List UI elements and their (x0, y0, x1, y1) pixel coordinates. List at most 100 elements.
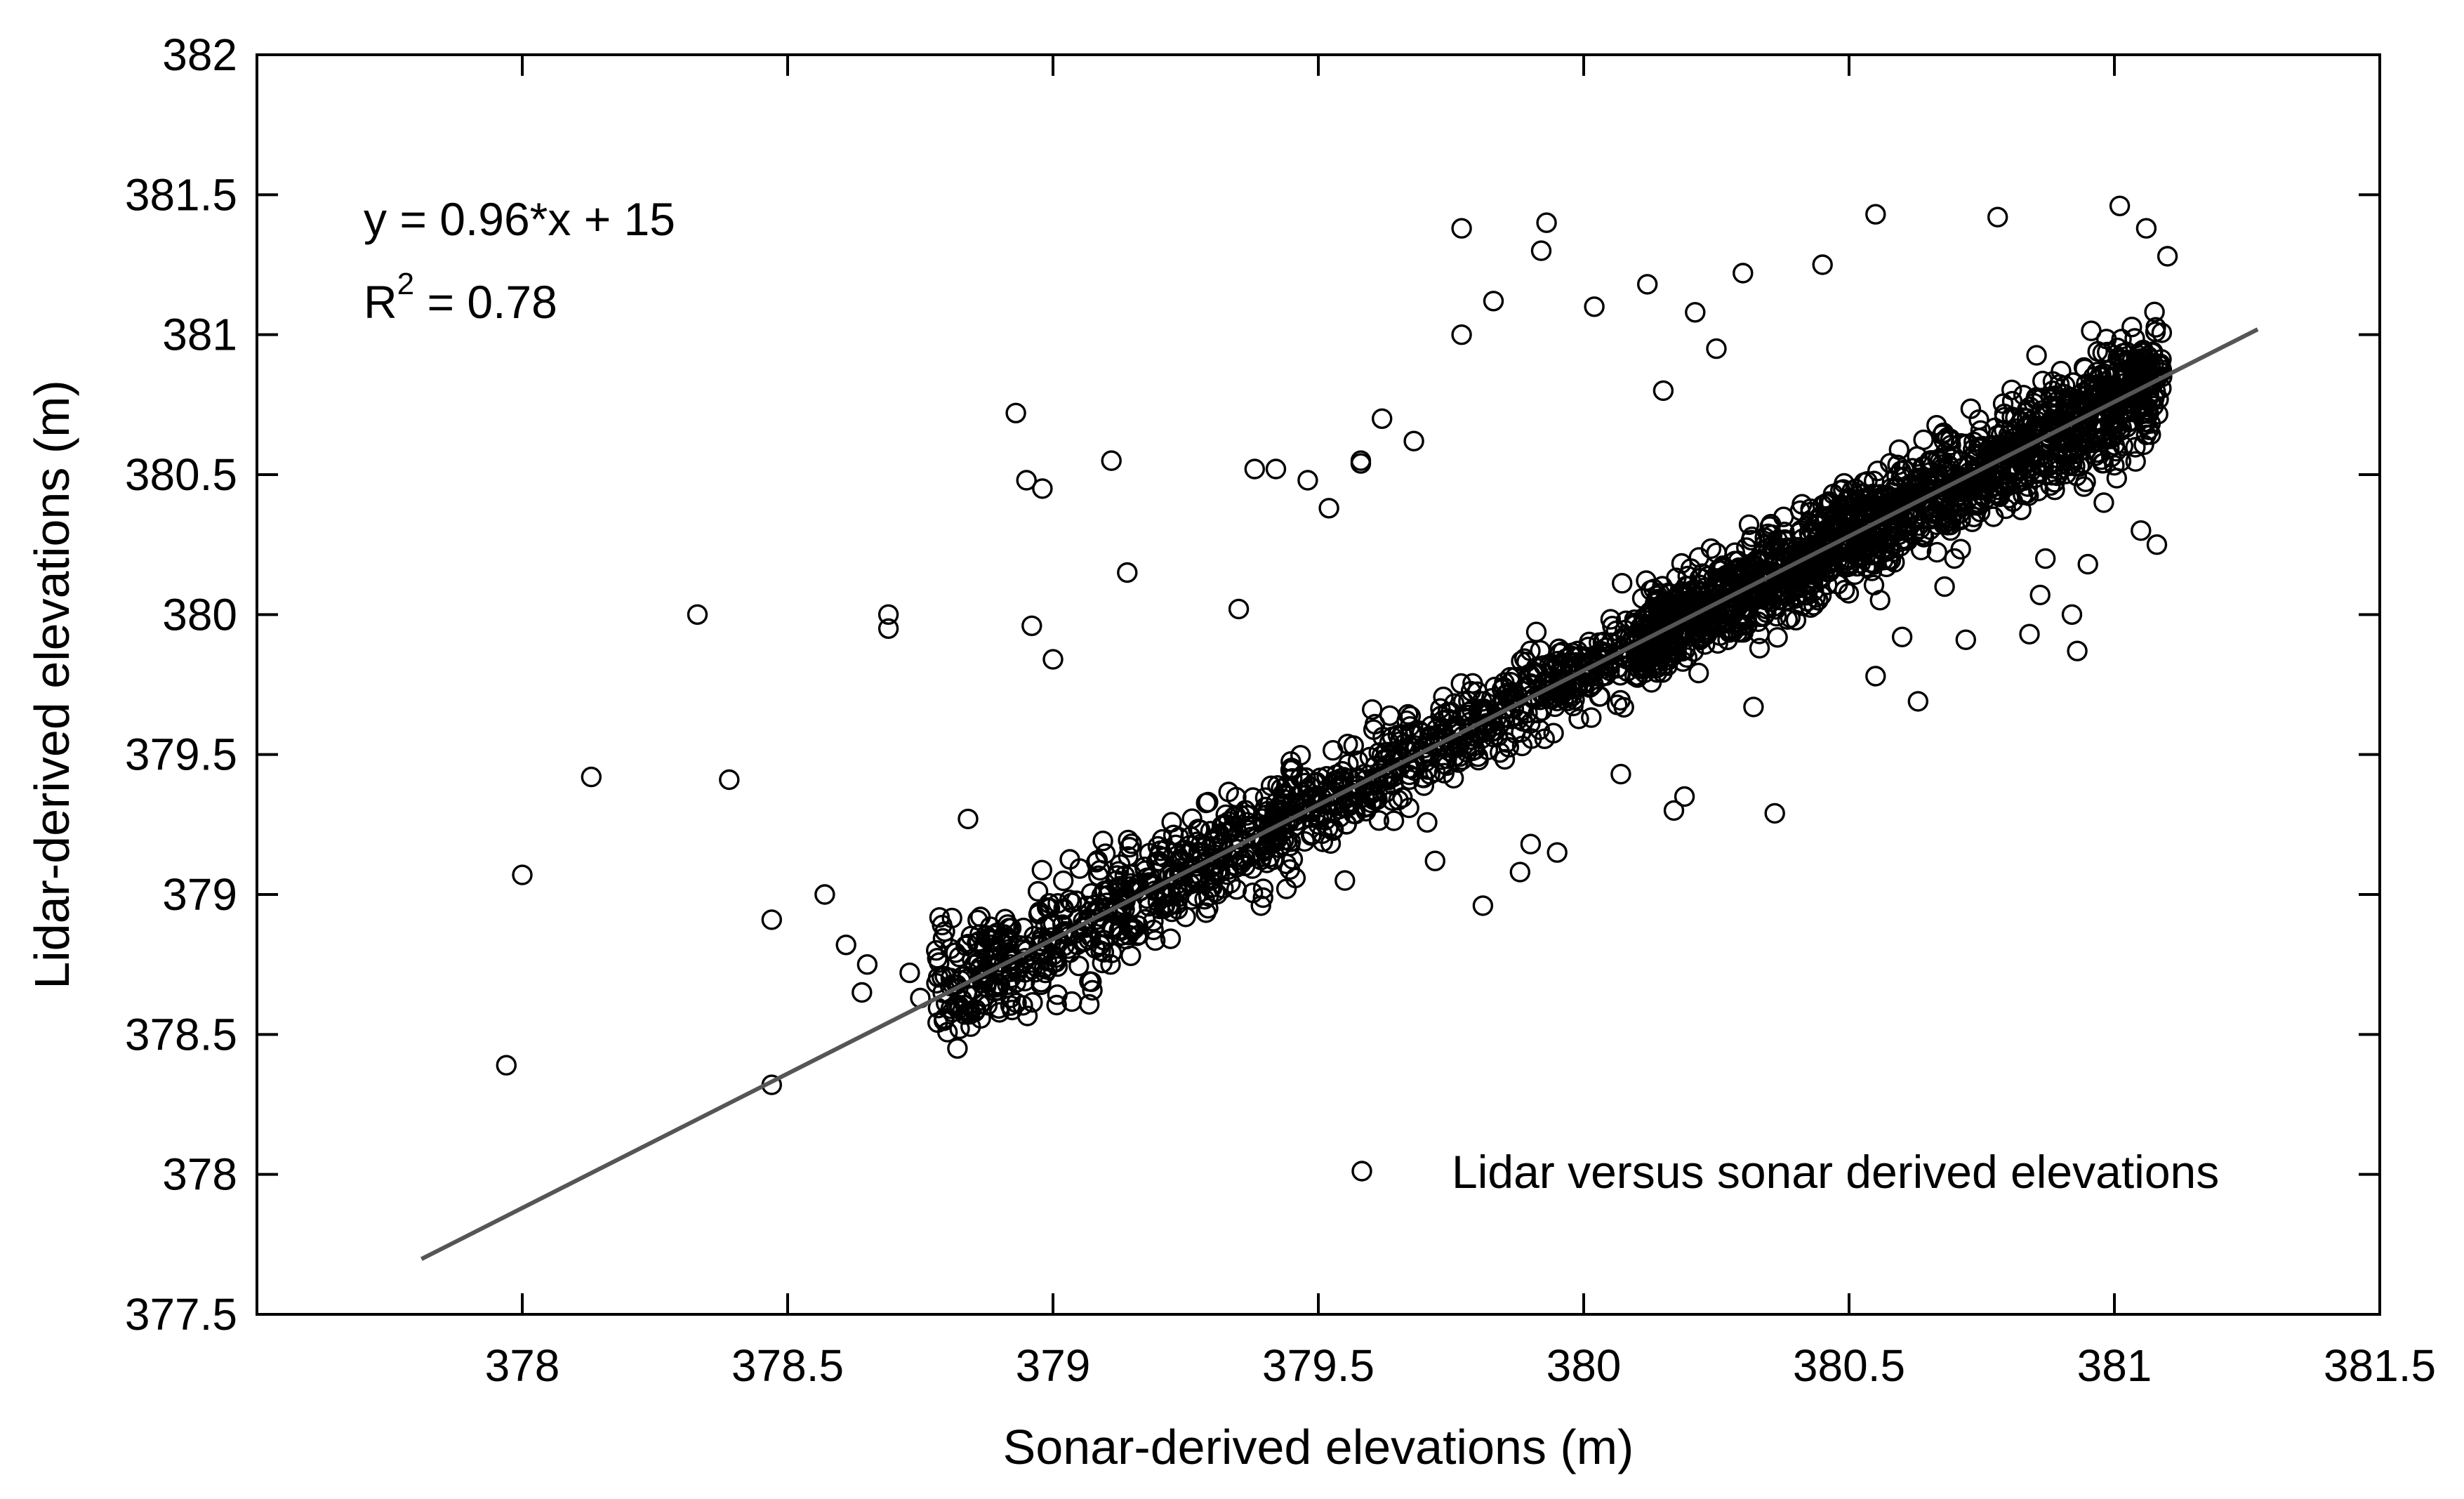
data-point (1692, 563, 1713, 584)
data-point (1276, 775, 1297, 796)
data-point (1880, 550, 1902, 571)
data-point (1031, 974, 1052, 996)
data-point (1516, 652, 1537, 673)
data-point (1615, 619, 1636, 641)
data-point (1520, 640, 1541, 661)
data-point (967, 909, 988, 931)
data-point (1121, 833, 1142, 854)
data-point (2034, 548, 2056, 569)
data-point (1940, 430, 1961, 451)
data-point (1200, 870, 1221, 891)
data-point (2135, 218, 2157, 239)
data-point (1546, 842, 1568, 863)
data-point (512, 864, 533, 885)
data-point (1343, 803, 1365, 824)
data-point (1869, 590, 1890, 611)
data-point (1282, 767, 1303, 789)
data-point (2151, 349, 2172, 370)
data-point (1636, 570, 1657, 591)
data-point (1464, 739, 1486, 760)
data-point (1636, 274, 1658, 295)
data-point (1850, 483, 1872, 504)
data-point (2029, 584, 2051, 606)
data-point (1688, 662, 1709, 684)
data-point (2077, 553, 2098, 575)
data-point (1244, 458, 1266, 480)
data-point (1277, 830, 1298, 851)
data-point (1069, 858, 1090, 879)
data-point (1803, 581, 1824, 602)
data-point (1553, 669, 1574, 690)
data-point (2109, 195, 2131, 216)
data-point (1080, 883, 1102, 904)
data-point (1808, 509, 1829, 530)
data-point (1267, 828, 1289, 850)
data-point (1120, 876, 1141, 897)
data-point (1081, 971, 1102, 993)
dense-point-cloud (926, 301, 2173, 1043)
data-point (1897, 519, 1919, 541)
data-point (1714, 575, 1735, 596)
data-point (1987, 206, 2008, 227)
data-point (1865, 666, 1886, 687)
data-point (2090, 367, 2111, 388)
data-point (1198, 885, 1219, 907)
data-point (1252, 887, 1273, 909)
data-point (2042, 371, 2064, 392)
y-tick-label: 378 (162, 1149, 237, 1200)
data-point (719, 769, 740, 791)
data-point (1383, 774, 1404, 796)
data-point (1933, 422, 1954, 444)
data-point (1785, 609, 1807, 630)
data-point (1161, 812, 1182, 833)
data-point (877, 618, 899, 639)
data-point (1093, 942, 1115, 963)
data-point (1547, 651, 1568, 672)
data-point (1921, 450, 1942, 471)
data-point (1968, 409, 1989, 430)
data-point (1919, 519, 1941, 541)
data-point (1664, 641, 1685, 662)
data-point (1767, 627, 1788, 648)
legend-label: Lidar versus sonar derived elevations (1452, 1146, 2219, 1198)
data-point (1372, 726, 1393, 748)
data-point (1236, 815, 1258, 837)
data-point (1318, 817, 1339, 839)
data-point (1909, 467, 1930, 489)
data-point (1361, 699, 1383, 720)
data-point (1343, 735, 1365, 756)
data-point (814, 884, 835, 905)
data-point (1147, 836, 1169, 857)
data-point (1641, 672, 1662, 693)
data-point (925, 939, 947, 961)
data-point (1581, 707, 1602, 728)
data-point (1549, 642, 1570, 663)
data-point (1940, 515, 1961, 536)
x-tick-label: 380.5 (1793, 1340, 1905, 1391)
data-point (1864, 489, 1885, 511)
data-point (1222, 817, 1243, 838)
data-point (1042, 649, 1064, 670)
data-point (2019, 623, 2040, 645)
data-point (2093, 492, 2114, 513)
data-point (1613, 696, 1634, 718)
data-point (761, 909, 783, 930)
data-point (1466, 681, 1488, 702)
data-point (1094, 880, 1115, 902)
data-point (1031, 859, 1053, 881)
data-point (2102, 428, 2123, 449)
data-point (1413, 767, 1434, 788)
data-point (2081, 320, 2102, 341)
data-point (1117, 562, 1138, 583)
data-point (2027, 480, 2049, 502)
data-point (1359, 780, 1381, 801)
data-point (1318, 498, 1339, 519)
y-tick-label: 381 (162, 310, 237, 360)
data-point (2085, 445, 2106, 466)
y-tick-label: 379.5 (125, 729, 237, 780)
data-point (1741, 526, 1763, 548)
data-point (1265, 458, 1287, 480)
data-point (1970, 420, 1992, 441)
data-point (1607, 657, 1629, 678)
data-point (1649, 583, 1671, 604)
